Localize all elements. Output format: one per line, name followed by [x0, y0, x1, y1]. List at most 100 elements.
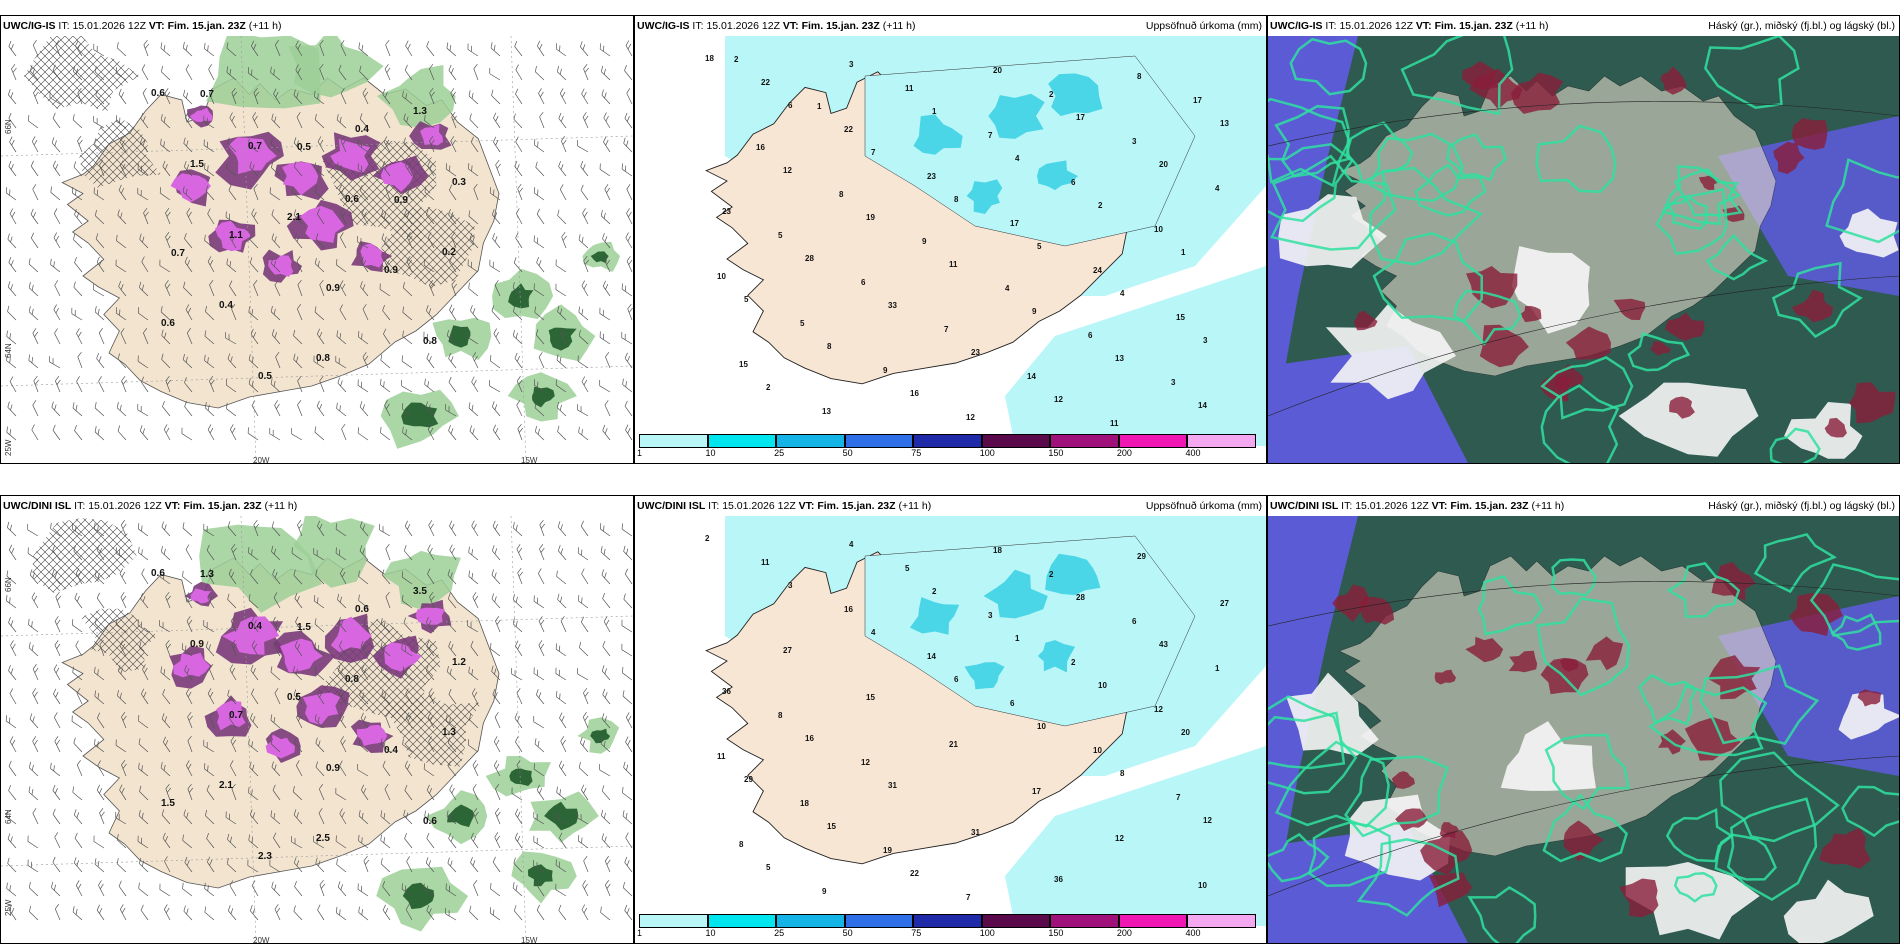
wind-barb: [231, 304, 237, 321]
wind-barb: [357, 764, 369, 777]
wind-barb: [581, 376, 589, 393]
wind-barb: [159, 571, 171, 585]
wind-barb: [357, 427, 369, 441]
wind-barb: [538, 616, 545, 633]
wind-barb: [74, 832, 83, 849]
wind-barb: [339, 568, 347, 585]
wind-barb: [207, 568, 215, 585]
colorbar-segment: [913, 914, 982, 928]
wind-barb: [313, 595, 325, 609]
wind-barb: [227, 833, 237, 849]
wind-barb: [379, 524, 391, 537]
precip-value-label: 0.8: [423, 336, 437, 347]
wind-barb: [271, 329, 281, 345]
precip-value-label: 8: [739, 840, 744, 849]
wind-barb: [117, 353, 127, 369]
wind-barb: [96, 784, 105, 801]
wind-barb: [9, 376, 17, 393]
wind-barb: [7, 401, 17, 417]
wind-barb: [403, 809, 413, 825]
wind-barb: [141, 376, 149, 393]
wind-barb: [94, 666, 105, 681]
wind-barb: [161, 713, 171, 729]
precip-value-label: 1: [817, 102, 822, 111]
wind-barb: [316, 328, 325, 345]
wind-barb: [293, 209, 303, 225]
wind-barb: [514, 40, 523, 57]
wind-barb: [340, 208, 347, 225]
wind-barb: [141, 256, 149, 273]
wind-barb: [315, 737, 325, 753]
wind-barb: [27, 547, 39, 561]
wind-barb: [514, 832, 523, 849]
wind-barb: [52, 544, 61, 561]
wind-barb: [335, 547, 347, 561]
wind-barb: [602, 592, 611, 609]
wind-barb: [490, 882, 501, 897]
wind-barb: [404, 520, 413, 537]
wind-barb: [186, 208, 193, 225]
wind-barb: [72, 114, 83, 129]
wind-barb: [94, 738, 105, 753]
wind-barb: [471, 376, 479, 393]
precip-value-label: 14: [1198, 401, 1207, 410]
wind-barb: [28, 761, 39, 777]
wind-barb: [71, 307, 83, 321]
wind-barb: [602, 688, 611, 705]
precip-value-label: 14: [927, 652, 936, 661]
precip-value-label: 36: [722, 687, 731, 696]
wind-barb: [515, 208, 523, 225]
wind-barb: [204, 354, 215, 369]
wind-barb: [513, 905, 523, 921]
wind-barb: [297, 400, 303, 417]
wind-barb: [533, 283, 545, 297]
precip-value-label: 6: [861, 278, 866, 287]
wind-barb: [558, 112, 567, 129]
wind-barb: [74, 592, 83, 609]
wind-barb: [253, 87, 260, 105]
colorbar-label: 150: [1048, 928, 1064, 938]
wind-barb: [8, 760, 17, 777]
wind-barb: [226, 858, 237, 873]
wind-barb: [555, 283, 567, 297]
wind-barb: [183, 809, 193, 825]
wind-barb: [53, 208, 61, 225]
wind-barb: [467, 739, 479, 753]
wind-barb: [424, 186, 435, 201]
wind-barb: [468, 666, 479, 681]
wind-barb: [138, 810, 149, 825]
precip-value-label: 1: [932, 107, 937, 116]
wind-barb: [73, 737, 83, 753]
wind-barb: [357, 883, 369, 897]
wind-barb: [426, 640, 435, 657]
wind-barb: [624, 112, 633, 129]
wind-barb: [8, 784, 17, 801]
wind-barb: [119, 568, 127, 585]
wind-barb: [403, 137, 413, 153]
colorbar-label: 150: [1048, 448, 1064, 458]
wind-barb: [291, 547, 303, 561]
wind-barb: [227, 521, 237, 537]
precip-value-label: 0.6: [151, 568, 165, 579]
wind-barb: [250, 569, 259, 585]
wind-barb: [578, 234, 589, 249]
wind-barb: [294, 640, 303, 657]
wind-barb: [426, 904, 435, 921]
precip-value-label: 4: [1005, 284, 1010, 293]
wind-barb: [380, 642, 391, 657]
precip-value-label: 11: [761, 558, 770, 567]
wind-barb: [183, 161, 193, 177]
precip-value-label: 6: [1088, 331, 1093, 340]
precip-value-label: 19: [883, 846, 892, 855]
cloud-cover-map: [1268, 516, 1899, 943]
wind-barb: [29, 713, 39, 729]
wind-barb: [8, 112, 17, 129]
wind-barb: [340, 136, 347, 153]
wind-barb: [118, 88, 127, 105]
wind-barb: [29, 569, 39, 585]
wind-barb: [624, 65, 633, 81]
wind-barb: [6, 330, 17, 345]
precip-value-label: 3: [1203, 336, 1208, 345]
wind-barb: [314, 306, 325, 321]
wind-barb: [225, 379, 237, 393]
